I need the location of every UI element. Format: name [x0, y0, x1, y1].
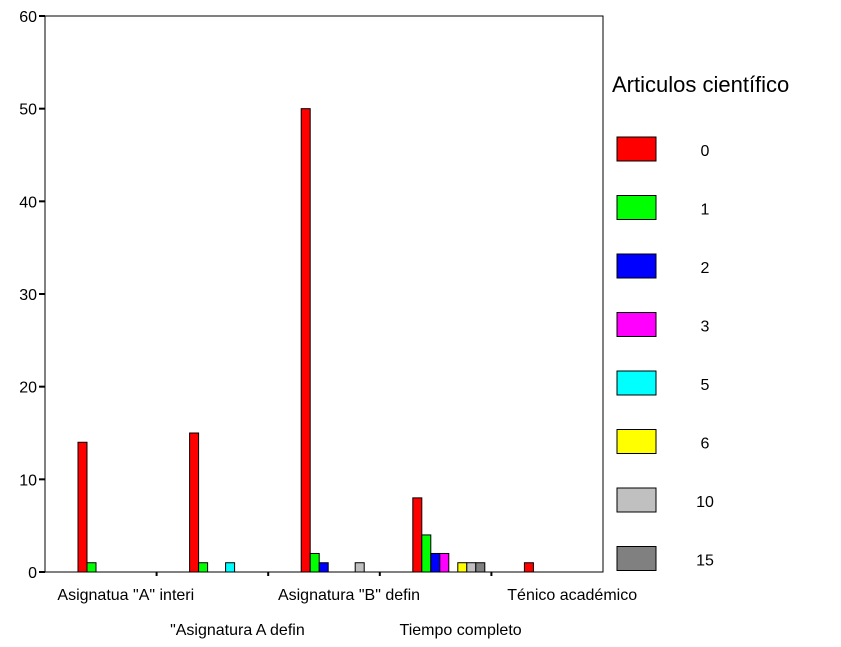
legend-label-0: 0 [701, 143, 710, 160]
bar-3-cat3 [439, 552, 450, 573]
bar-0-cat0 [77, 441, 88, 573]
y-tick-label: 10 [19, 472, 37, 489]
legend-title: Articulos científico [612, 72, 789, 97]
legend-label-5: 5 [701, 377, 710, 394]
y-tick-label: 30 [19, 287, 37, 304]
legend-swatch-2 [616, 253, 657, 279]
legend-swatch-0 [616, 136, 657, 162]
legend-swatch-3 [616, 312, 657, 337]
plot-area: 0 10 20 30 40 50 60 Asignatua "A" interi "Asigna… [19, 9, 637, 639]
x-tick-label: Asignatua "A" interi [57, 587, 194, 604]
bar-5-cat1 [225, 562, 236, 573]
x-tick-label: "Asignatura A defin [170, 622, 305, 639]
legend-label-2: 2 [701, 260, 710, 277]
bar-1-cat0 [86, 562, 97, 573]
bar-0-cat4 [523, 562, 534, 573]
bar-2-cat3 [430, 552, 441, 573]
x-tick-label: Tiempo completo [400, 622, 522, 639]
bar-1-cat3 [421, 534, 432, 573]
legend-swatch-1 [616, 195, 657, 220]
legend-label-10: 10 [696, 494, 714, 511]
y-tick-label: 60 [19, 9, 37, 26]
legend: Articulos científico 0 1 2 3 5 6 10 15 [612, 72, 789, 571]
y-tick-label: 50 [19, 102, 37, 119]
bar-1-cat2 [309, 552, 320, 573]
bar-0-cat1 [189, 432, 200, 573]
plot-frame [44, 15, 604, 573]
bar-0-cat2 [300, 108, 311, 573]
legend-label-15: 15 [696, 553, 714, 570]
y-tick-label: 40 [19, 194, 37, 211]
bar-15-cat3 [475, 562, 486, 573]
legend-label-6: 6 [701, 436, 710, 453]
bar-2-cat2 [318, 562, 329, 573]
y-tick-label: 20 [19, 380, 37, 397]
legend-swatch-5 [616, 370, 657, 396]
bar-10-cat3 [466, 562, 477, 573]
bar-10-cat2 [354, 562, 365, 573]
bar-1-cat1 [198, 562, 209, 573]
x-tick-label: Ténico académico [507, 587, 637, 604]
legend-label-1: 1 [701, 202, 710, 219]
legend-swatch-6 [616, 429, 657, 454]
legend-swatch-15 [616, 546, 657, 571]
y-tick-label: 0 [28, 565, 37, 582]
x-tick-label: Asignatura "B" defin [278, 587, 420, 604]
bar-6-cat3 [457, 562, 468, 573]
legend-label-3: 3 [701, 319, 710, 336]
legend-swatch-10 [616, 487, 657, 513]
bar-0-cat3 [412, 497, 423, 573]
